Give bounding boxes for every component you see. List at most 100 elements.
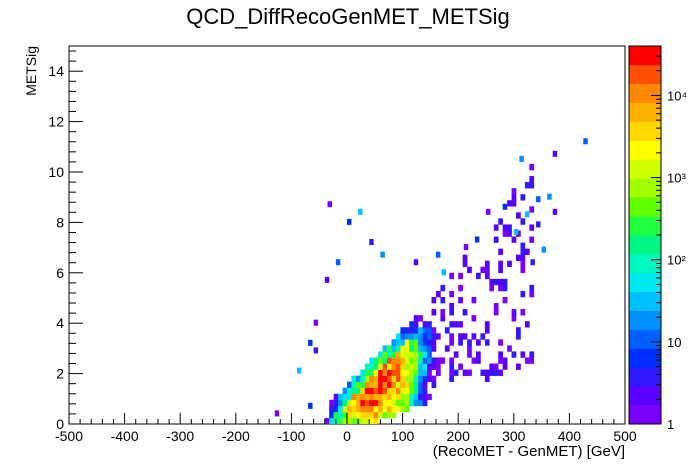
- heatmap-cell: [395, 333, 401, 340]
- heatmap-cell: [413, 357, 419, 364]
- heatmap-cell: [400, 399, 406, 407]
- heatmap-cell: [511, 309, 517, 316]
- heatmap-cell: [378, 381, 383, 389]
- heatmap-cell: [435, 369, 441, 376]
- heatmap-cell: [387, 381, 392, 389]
- heatmap-cell: [387, 345, 392, 352]
- x-tick-label: 300: [502, 428, 526, 444]
- heatmap-cell: [413, 339, 419, 346]
- heatmap-cell: [422, 387, 428, 395]
- heatmap-cell: [380, 251, 385, 258]
- heatmap-cell: [342, 399, 348, 407]
- heatmap-cell: [502, 230, 508, 237]
- heatmap-cell: [404, 405, 410, 413]
- heatmap-cell: [369, 417, 374, 424]
- x-tick-label: 400: [558, 428, 582, 444]
- heatmap-cell: [458, 296, 463, 304]
- heatmap-cell: [467, 351, 472, 358]
- heatmap-cell: [369, 363, 374, 370]
- heatmap-cell: [529, 351, 535, 358]
- x-tick-label: 500: [613, 428, 637, 444]
- heatmap-cell: [462, 369, 468, 376]
- heatmap-cell: [373, 417, 379, 424]
- heatmap-cell: [296, 367, 302, 374]
- heatmap-cell: [364, 405, 370, 413]
- heatmap-cell: [404, 363, 410, 370]
- heatmap-cell: [422, 357, 428, 364]
- heatmap-cell: [395, 381, 401, 389]
- heatmap-cell: [413, 315, 419, 322]
- heatmap-cell: [511, 236, 517, 243]
- heatmap-cell: [520, 260, 526, 268]
- heatmap-cell: [502, 284, 508, 292]
- heatmap-cell: [351, 381, 357, 389]
- heatmap-cell: [507, 200, 512, 207]
- heatmap-cell: [475, 272, 481, 280]
- heatmap-cell: [400, 345, 406, 352]
- heatmap-cell: [378, 363, 383, 370]
- heatmap-cell: [364, 411, 370, 419]
- heatmap-cell: [338, 411, 343, 419]
- heatmap-cell: [418, 357, 423, 364]
- heatmap-cell: [489, 278, 495, 286]
- heatmap-cell: [453, 351, 459, 358]
- heatmap-cell: [520, 218, 526, 225]
- colorbar-tick-label: 10²: [667, 253, 686, 268]
- heatmap-cell: [493, 278, 499, 286]
- heatmap-cell: [409, 339, 415, 346]
- heatmap-cell: [409, 387, 415, 395]
- heatmap-cell: [413, 399, 419, 407]
- heatmap-cell: [387, 405, 392, 413]
- heatmap-cell: [382, 363, 388, 370]
- heatmap-cell: [342, 411, 348, 419]
- heatmap-cell: [413, 381, 419, 389]
- heatmap-cell: [502, 357, 508, 364]
- heatmap-cell: [355, 381, 361, 389]
- heatmap-cell: [342, 417, 348, 424]
- heatmap-cell: [329, 399, 334, 407]
- heatmap-cell: [413, 387, 419, 395]
- heatmap-cell: [484, 260, 490, 268]
- heatmap-cell: [404, 381, 410, 389]
- heatmap-cell: [382, 369, 388, 376]
- heatmap-cell: [486, 208, 491, 215]
- heatmap-cell: [391, 387, 397, 395]
- heatmap-cell: [373, 399, 379, 407]
- heatmap-cell: [449, 272, 455, 280]
- heatmap-cell: [516, 327, 521, 334]
- heatmap-cell: [431, 309, 437, 316]
- heatmap-cell: [391, 393, 397, 401]
- heatmap-cell: [409, 357, 415, 364]
- heatmap-cell: [427, 339, 432, 346]
- heatmap-cell: [391, 375, 397, 382]
- heatmap-cell: [395, 357, 401, 364]
- x-tick-label: -500: [55, 428, 83, 444]
- heatmap-cell: [516, 212, 521, 219]
- heatmap-cell: [324, 417, 330, 424]
- heatmap-cell: [467, 339, 472, 346]
- heatmap-cell: [493, 363, 499, 370]
- y-axis: 0 2 4 6 8 10 12 14: [48, 50, 83, 432]
- heatmap-cell: [422, 363, 428, 370]
- heatmap-cell: [413, 351, 419, 358]
- heatmap-cell: [422, 327, 428, 334]
- heatmap-cell: [529, 206, 535, 213]
- heatmap-cell: [422, 345, 428, 352]
- heatmap-cell: [507, 224, 512, 231]
- y-tick-label: 2: [56, 366, 64, 382]
- heatmap-cell: [409, 375, 415, 382]
- heatmap-cell: [404, 375, 410, 382]
- heatmap-cell: [418, 399, 423, 407]
- heatmap-cell: [431, 345, 437, 352]
- heatmap-cell: [413, 327, 419, 334]
- x-tick-label: 0: [343, 428, 351, 444]
- heatmap-cell: [484, 266, 490, 274]
- heatmap-cell: [355, 399, 361, 407]
- heatmap-cell: [418, 369, 423, 376]
- heatmap-cell: [529, 163, 535, 171]
- heatmap-cell: [391, 363, 397, 370]
- heatmap-cell: [427, 351, 432, 358]
- heatmap-cell: [347, 411, 352, 419]
- heatmap-cell: [378, 369, 383, 376]
